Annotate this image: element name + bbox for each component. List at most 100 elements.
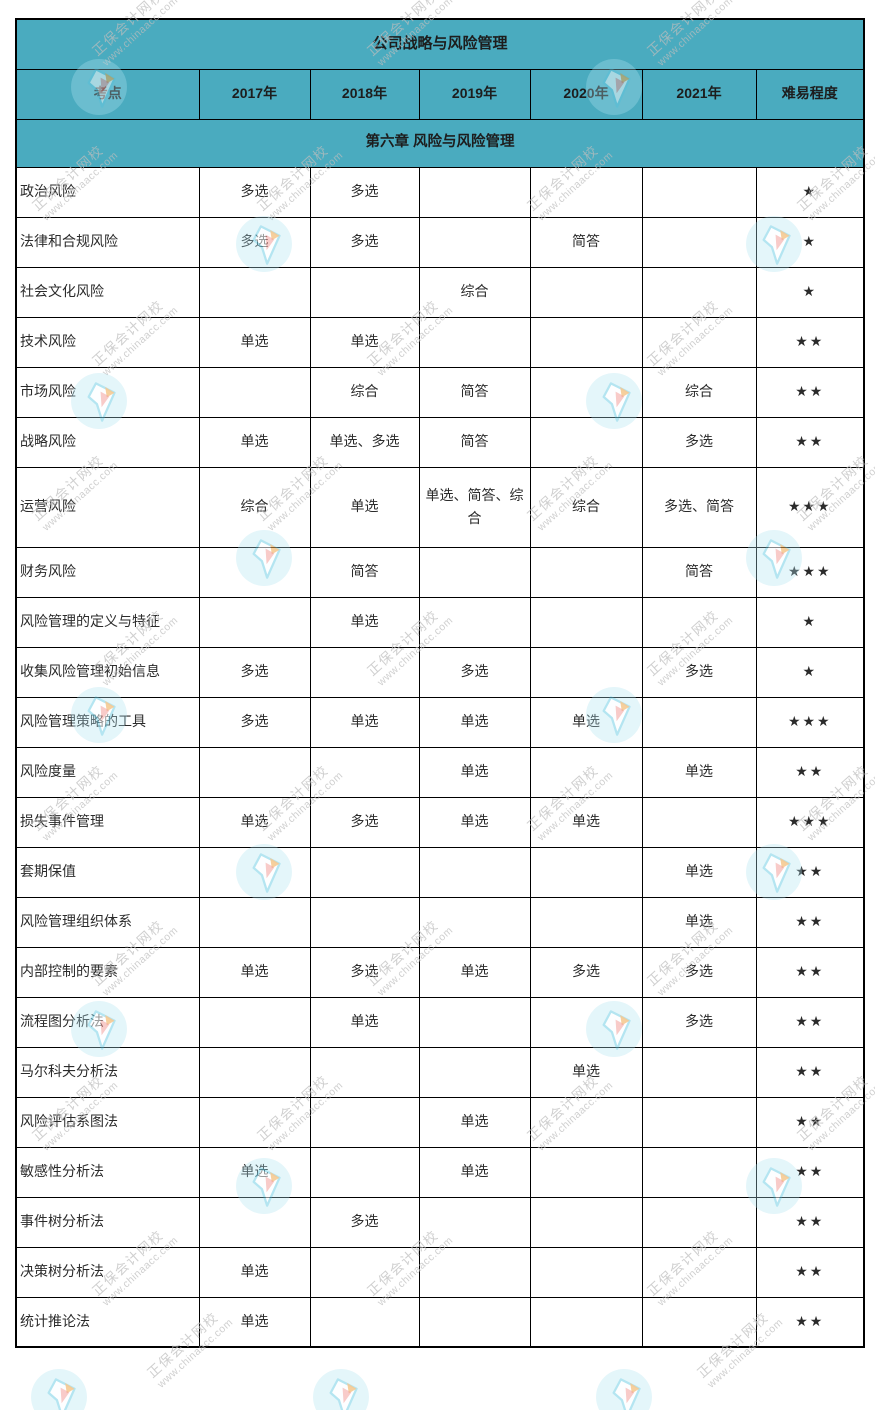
difficulty-stars-cell: ★★ [755, 1246, 865, 1298]
year-cell: 单选 [198, 1146, 311, 1198]
year-cell [309, 846, 420, 898]
plane-fold-accent [65, 1383, 75, 1394]
difficulty-stars-cell: ★★ [755, 1146, 865, 1198]
column-header-topic: 考点 [15, 68, 200, 120]
year-cell [641, 266, 757, 318]
year-cell [529, 846, 643, 898]
year-cell: 多选、简答 [641, 466, 757, 548]
year-cell: 多选 [309, 166, 420, 218]
column-header-row: 考点 2017年 2018年 2019年 2020年 2021年 难易程度 [15, 68, 865, 120]
year-cell: 单选 [198, 1246, 311, 1298]
table-row: 政治风险 多选 多选 ★ [15, 166, 865, 218]
year-cell [198, 366, 311, 418]
topic-cell: 马尔科夫分析法 [15, 1046, 200, 1098]
year-cell [418, 166, 531, 218]
column-header-2017: 2017年 [198, 68, 311, 120]
year-cell [641, 166, 757, 218]
table-row: 技术风险 单选 单选 ★★ [15, 316, 865, 368]
logo-circle [31, 1369, 87, 1410]
difficulty-stars-cell: ★★★ [755, 466, 865, 548]
topic-cell: 风险管理组织体系 [15, 896, 200, 948]
year-cell [309, 896, 420, 948]
exam-analysis-table: 公司战略与风险管理 考点 2017年 2018年 2019年 2020年 2021年 难易程… [15, 18, 866, 1348]
year-cell: 简答 [418, 416, 531, 468]
topic-cell: 套期保值 [15, 846, 200, 898]
topic-cell: 风险度量 [15, 746, 200, 798]
column-header-2019: 2019年 [418, 68, 531, 120]
year-cell [418, 1196, 531, 1248]
topic-cell: 决策树分析法 [15, 1246, 200, 1298]
year-cell: 单选 [198, 316, 311, 368]
year-cell [309, 266, 420, 318]
year-cell: 单选 [418, 1096, 531, 1148]
year-cell: 单选 [418, 1146, 531, 1198]
table-row: 社会文化风险 综合 ★ [15, 266, 865, 318]
year-cell: 单选 [198, 946, 311, 998]
topic-cell: 市场风险 [15, 366, 200, 418]
difficulty-stars-cell: ★★ [755, 996, 865, 1048]
year-cell [309, 1146, 420, 1198]
table-row: 风险评估系图法 单选 ★★ [15, 1096, 865, 1148]
chinaacc-logo-watermark [596, 1369, 652, 1410]
difficulty-stars-cell: ★ [755, 266, 865, 318]
year-cell: 单选 [198, 416, 311, 468]
table-row: 财务风险 简答 简答 ★★★ [15, 546, 865, 598]
year-cell [418, 1046, 531, 1098]
year-cell: 简答 [309, 546, 420, 598]
year-cell: 多选 [529, 946, 643, 998]
topic-cell: 风险管理策略的工具 [15, 696, 200, 748]
year-cell [529, 316, 643, 368]
year-cell [418, 316, 531, 368]
year-cell [641, 1146, 757, 1198]
year-cell [529, 746, 643, 798]
year-cell: 综合 [529, 466, 643, 548]
year-cell [198, 746, 311, 798]
plane-inner-accent [625, 1387, 635, 1404]
year-cell [641, 1046, 757, 1098]
difficulty-stars-cell: ★ [755, 216, 865, 268]
difficulty-stars-cell: ★★★ [755, 546, 865, 598]
topic-cell: 敏感性分析法 [15, 1146, 200, 1198]
year-cell [198, 896, 311, 948]
exam-table-body: 政治风险 多选 多选 ★ 法律和合规风险 多选 多选 简答 ★ 社会文化风险 综合 ★ 技术风险 单选 单选… [15, 166, 865, 1348]
table-row: 套期保值 单选 ★★ [15, 846, 865, 898]
table-row: 损失事件管理 单选 多选 单选 单选 ★★★ [15, 796, 865, 848]
table-row: 风险度量 单选 单选 ★★ [15, 746, 865, 798]
year-cell: 单选 [309, 596, 420, 648]
table-row: 风险管理组织体系 单选 ★★ [15, 896, 865, 948]
difficulty-stars-cell: ★★ [755, 946, 865, 998]
difficulty-stars-cell: ★★★ [755, 796, 865, 848]
year-cell [309, 1246, 420, 1298]
column-header-2018: 2018年 [309, 68, 420, 120]
year-cell: 单选 [198, 1296, 311, 1348]
year-cell [418, 846, 531, 898]
year-cell [198, 846, 311, 898]
chapter-section-title: 第六章 风险与风险管理 [15, 118, 865, 168]
year-cell [309, 646, 420, 698]
difficulty-stars-cell: ★ [755, 166, 865, 218]
year-cell: 多选 [418, 646, 531, 698]
topic-cell: 内部控制的要素 [15, 946, 200, 998]
year-cell [529, 166, 643, 218]
year-cell: 多选 [641, 996, 757, 1048]
topic-cell: 风险管理的定义与特征 [15, 596, 200, 648]
year-cell [198, 1046, 311, 1098]
plane-fold-accent [630, 1383, 640, 1394]
year-cell: 简答 [418, 366, 531, 418]
topic-cell: 政治风险 [15, 166, 200, 218]
table-row: 市场风险 综合 简答 综合 ★★ [15, 366, 865, 418]
difficulty-stars-cell: ★ [755, 646, 865, 698]
year-cell [529, 366, 643, 418]
topic-cell: 战略风险 [15, 416, 200, 468]
paper-plane-icon [329, 1378, 358, 1410]
plane-inner-accent [342, 1387, 352, 1404]
difficulty-stars-cell: ★★ [755, 316, 865, 368]
year-cell: 多选 [198, 166, 311, 218]
column-header-2021: 2021年 [641, 68, 757, 120]
year-cell: 单选、简答、综合 [418, 466, 531, 548]
year-cell: 多选 [309, 216, 420, 268]
year-cell [529, 416, 643, 468]
difficulty-stars-cell: ★★ [755, 416, 865, 468]
table-row: 敏感性分析法 单选 单选 ★★ [15, 1146, 865, 1198]
